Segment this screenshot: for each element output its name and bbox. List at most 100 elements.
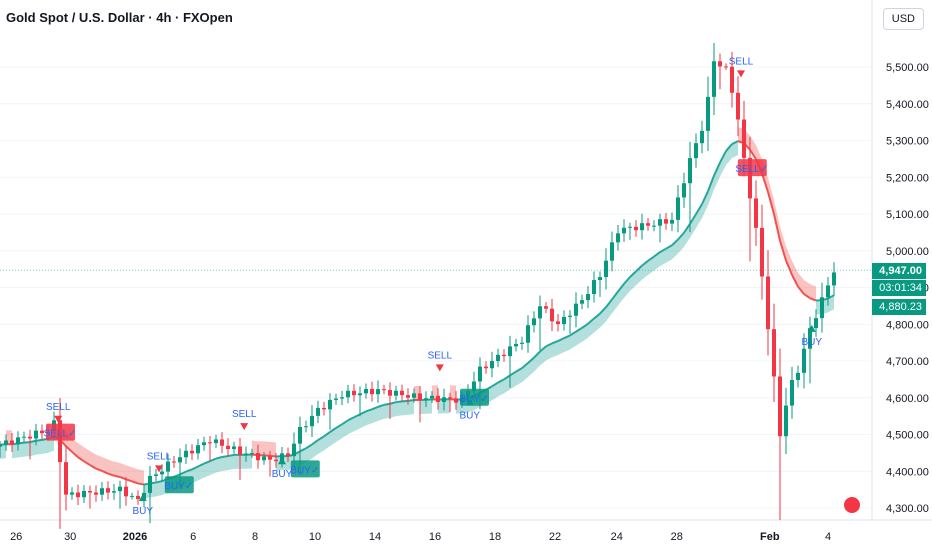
band-segment bbox=[138, 469, 144, 485]
band-line bbox=[65, 445, 73, 453]
candle bbox=[406, 388, 410, 405]
band-segment bbox=[90, 451, 96, 469]
band-segment bbox=[234, 454, 240, 469]
candle bbox=[436, 388, 440, 410]
candle-body bbox=[760, 227, 764, 277]
candle-body bbox=[184, 450, 188, 458]
candle-body bbox=[526, 325, 530, 343]
signal-badge: BUY✓ bbox=[290, 460, 320, 478]
band-segment bbox=[372, 406, 378, 424]
band-line bbox=[581, 322, 589, 329]
candle bbox=[16, 431, 20, 451]
candle-body bbox=[238, 446, 242, 455]
candle-body bbox=[694, 143, 698, 159]
band-segment bbox=[12, 443, 18, 459]
band-line bbox=[677, 232, 685, 241]
y-tick-label: 4,300.00 bbox=[886, 503, 929, 515]
candle-body bbox=[166, 461, 170, 472]
band-line bbox=[203, 460, 211, 465]
band-segment bbox=[0, 444, 6, 459]
candle-body bbox=[640, 223, 644, 231]
candle-body bbox=[730, 66, 734, 93]
band-segment bbox=[36, 439, 42, 455]
band-line bbox=[395, 400, 403, 404]
buy-triangle-icon bbox=[278, 457, 286, 465]
band-segment bbox=[30, 440, 36, 457]
candle bbox=[586, 286, 590, 309]
candle-body bbox=[202, 442, 206, 446]
band-segment bbox=[360, 411, 366, 429]
band-segment bbox=[384, 403, 390, 419]
band-segment bbox=[654, 252, 660, 271]
band-line bbox=[551, 340, 559, 345]
band-line bbox=[353, 413, 361, 419]
band-segment bbox=[792, 260, 798, 287]
currency-button[interactable]: USD bbox=[882, 8, 924, 30]
band-segment bbox=[126, 465, 132, 482]
candle-body bbox=[766, 276, 770, 330]
band-line bbox=[131, 480, 139, 485]
band-line bbox=[593, 312, 601, 320]
candle bbox=[808, 316, 812, 384]
candle-body bbox=[142, 492, 146, 500]
candle bbox=[598, 271, 602, 297]
buy-signal-label: BUY bbox=[133, 506, 154, 517]
candle-body bbox=[418, 393, 422, 401]
candle-body bbox=[232, 446, 236, 450]
candle bbox=[508, 335, 512, 388]
x-tick-label: 22 bbox=[549, 531, 561, 543]
candle bbox=[382, 384, 386, 395]
candle-body bbox=[598, 277, 602, 281]
band-line bbox=[503, 374, 511, 381]
candle-body bbox=[100, 488, 104, 495]
signal-badge: SELL✓ bbox=[735, 159, 768, 177]
band-segment bbox=[408, 400, 414, 415]
candle-body bbox=[688, 158, 692, 184]
candle bbox=[160, 464, 164, 482]
ma-price-label: 4,880.23 bbox=[872, 298, 926, 315]
band-segment bbox=[156, 481, 162, 497]
y-tick-label: 5,000.00 bbox=[886, 246, 929, 258]
band-line bbox=[599, 306, 607, 315]
candle bbox=[304, 420, 308, 433]
x-tick-label: 4 bbox=[825, 531, 831, 543]
candle-body bbox=[562, 316, 566, 325]
candle-body bbox=[388, 389, 392, 396]
band-line bbox=[653, 251, 661, 258]
band-segment bbox=[648, 256, 654, 275]
band-line bbox=[113, 474, 121, 478]
band-segment bbox=[786, 246, 792, 275]
candle bbox=[70, 487, 74, 500]
candle bbox=[148, 465, 152, 524]
sell-signal-label: SELL bbox=[46, 402, 71, 413]
band-line bbox=[407, 399, 415, 402]
buy-triangle-icon bbox=[807, 324, 816, 332]
band-line bbox=[563, 334, 571, 340]
candle-body bbox=[154, 474, 158, 476]
candle-body bbox=[664, 219, 668, 224]
band-line bbox=[137, 482, 145, 486]
band-line bbox=[617, 283, 625, 293]
band-segment bbox=[258, 441, 264, 456]
band-segment bbox=[504, 375, 510, 394]
band-line bbox=[635, 264, 643, 273]
band-line bbox=[125, 478, 133, 483]
candle bbox=[88, 485, 92, 509]
signal-badge: BUY✓ bbox=[460, 388, 489, 406]
candle bbox=[646, 218, 650, 231]
badge-label: BUY✓ bbox=[164, 481, 193, 492]
candle bbox=[682, 172, 686, 208]
candle-body bbox=[76, 492, 80, 498]
candle bbox=[760, 204, 764, 300]
buy-signal-label: BUY bbox=[802, 337, 823, 348]
last-price-label: 4,947.00 bbox=[872, 263, 926, 279]
candle bbox=[502, 349, 506, 362]
band-line bbox=[491, 381, 499, 388]
candle-body bbox=[826, 285, 830, 298]
candle bbox=[352, 384, 356, 402]
band-segment bbox=[48, 436, 54, 453]
band-segment bbox=[492, 382, 498, 401]
candle-body bbox=[244, 453, 248, 455]
